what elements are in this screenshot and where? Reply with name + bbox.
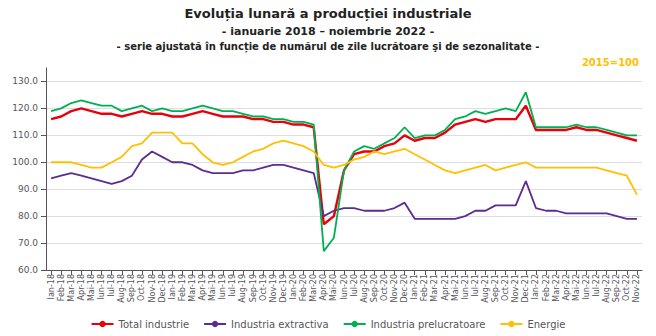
svg-text:- serie ajustată în funcție de: - serie ajustată în funcție de numărul d… <box>117 41 540 53</box>
svg-text:Mar-21: Mar-21 <box>430 274 439 302</box>
svg-text:Feb-20: Feb-20 <box>299 274 308 301</box>
svg-text:Ian-18: Ian-18 <box>47 274 56 299</box>
svg-text:Evoluția lunară a producției i: Evoluția lunară a producției industriale <box>184 6 471 21</box>
svg-text:Mai-22: Mai-22 <box>572 274 581 301</box>
svg-text:Iun-19: Iun-19 <box>218 274 227 300</box>
svg-text:Industria prelucratoare: Industria prelucratoare <box>371 319 486 330</box>
svg-text:Apr-22: Apr-22 <box>562 274 571 300</box>
svg-text:Apr-18: Apr-18 <box>77 274 86 300</box>
svg-text:100.0: 100.0 <box>12 157 38 167</box>
svg-text:Oct-20: Oct-20 <box>380 274 389 301</box>
svg-text:Mar-18: Mar-18 <box>67 274 76 302</box>
svg-text:Nov-19: Nov-19 <box>269 274 278 302</box>
svg-text:Mai-18: Mai-18 <box>87 274 96 301</box>
svg-text:Mai-20: Mai-20 <box>329 274 338 301</box>
svg-text:Mai-21: Mai-21 <box>451 274 460 301</box>
svg-text:Dec-19: Dec-19 <box>279 274 288 303</box>
svg-text:Nov-22: Nov-22 <box>632 274 641 302</box>
svg-text:Apr-19: Apr-19 <box>198 274 207 300</box>
svg-text:110.0: 110.0 <box>12 130 38 140</box>
svg-text:Oct-19: Oct-19 <box>259 274 268 301</box>
svg-text:Dec-21: Dec-21 <box>521 274 530 303</box>
svg-text:60.0: 60.0 <box>18 265 38 275</box>
svg-text:Mai-19: Mai-19 <box>208 274 217 301</box>
svg-text:Feb-19: Feb-19 <box>178 274 187 301</box>
svg-text:Iul-18: Iul-18 <box>107 274 116 297</box>
svg-text:2015=100: 2015=100 <box>582 57 639 68</box>
svg-text:Iul-19: Iul-19 <box>228 274 237 297</box>
svg-text:Feb-18: Feb-18 <box>57 274 66 301</box>
svg-text:Ian-21: Ian-21 <box>410 274 419 299</box>
svg-text:Feb-21: Feb-21 <box>420 274 429 301</box>
svg-text:Sep-18: Sep-18 <box>127 274 136 302</box>
svg-text:Nov-20: Nov-20 <box>390 274 399 302</box>
svg-text:Iul-20: Iul-20 <box>350 274 359 297</box>
svg-text:Industria extractiva: Industria extractiva <box>231 319 329 330</box>
svg-text:120.0: 120.0 <box>12 103 38 113</box>
svg-text:Sep-21: Sep-21 <box>491 274 500 302</box>
svg-text:Sep-22: Sep-22 <box>612 274 621 302</box>
svg-text:Oct-22: Oct-22 <box>622 274 631 301</box>
svg-text:Oct-21: Oct-21 <box>501 274 510 301</box>
svg-text:Aug-21: Aug-21 <box>481 274 490 303</box>
svg-text:Apr-20: Apr-20 <box>319 274 328 300</box>
svg-text:70.0: 70.0 <box>18 238 38 248</box>
svg-text:Iun-20: Iun-20 <box>340 274 349 300</box>
svg-text:Mar-19: Mar-19 <box>188 274 197 302</box>
svg-text:Dec-20: Dec-20 <box>400 274 409 303</box>
svg-text:Aug-20: Aug-20 <box>360 274 369 303</box>
svg-text:Sep-19: Sep-19 <box>249 274 258 302</box>
svg-text:Sep-20: Sep-20 <box>370 274 379 302</box>
svg-text:Mar-20: Mar-20 <box>309 274 318 302</box>
svg-text:Aug-19: Aug-19 <box>238 274 247 303</box>
svg-text:Ian-22: Ian-22 <box>531 274 540 299</box>
svg-text:Aug-18: Aug-18 <box>117 274 126 303</box>
svg-text:Iul-22: Iul-22 <box>592 274 601 297</box>
svg-text:Nov-21: Nov-21 <box>511 274 520 302</box>
svg-text:Aug-22: Aug-22 <box>602 274 611 303</box>
svg-text:Iun-18: Iun-18 <box>97 274 106 300</box>
svg-text:Oct-18: Oct-18 <box>137 274 146 301</box>
svg-text:Apr-21: Apr-21 <box>441 274 450 300</box>
svg-text:Iul-21: Iul-21 <box>471 274 480 297</box>
svg-text:130.0: 130.0 <box>12 76 38 86</box>
svg-text:Energie: Energie <box>527 319 565 330</box>
svg-text:Ian-19: Ian-19 <box>168 274 177 299</box>
svg-text:Ian-20: Ian-20 <box>289 274 298 299</box>
svg-text:Iun-22: Iun-22 <box>582 274 591 300</box>
svg-text:80.0: 80.0 <box>18 211 38 221</box>
svg-text:Total industrie: Total industrie <box>118 319 190 330</box>
svg-text:Nov-18: Nov-18 <box>148 274 157 302</box>
svg-text:Dec-18: Dec-18 <box>158 274 167 303</box>
svg-text:- ianuarie 2018 – noiembrie 20: - ianuarie 2018 – noiembrie 2022 - <box>222 25 434 38</box>
svg-text:Feb-22: Feb-22 <box>542 274 551 301</box>
svg-text:Mar-22: Mar-22 <box>552 274 561 302</box>
svg-text:Iun-21: Iun-21 <box>461 274 470 300</box>
svg-text:90.0: 90.0 <box>18 184 38 194</box>
